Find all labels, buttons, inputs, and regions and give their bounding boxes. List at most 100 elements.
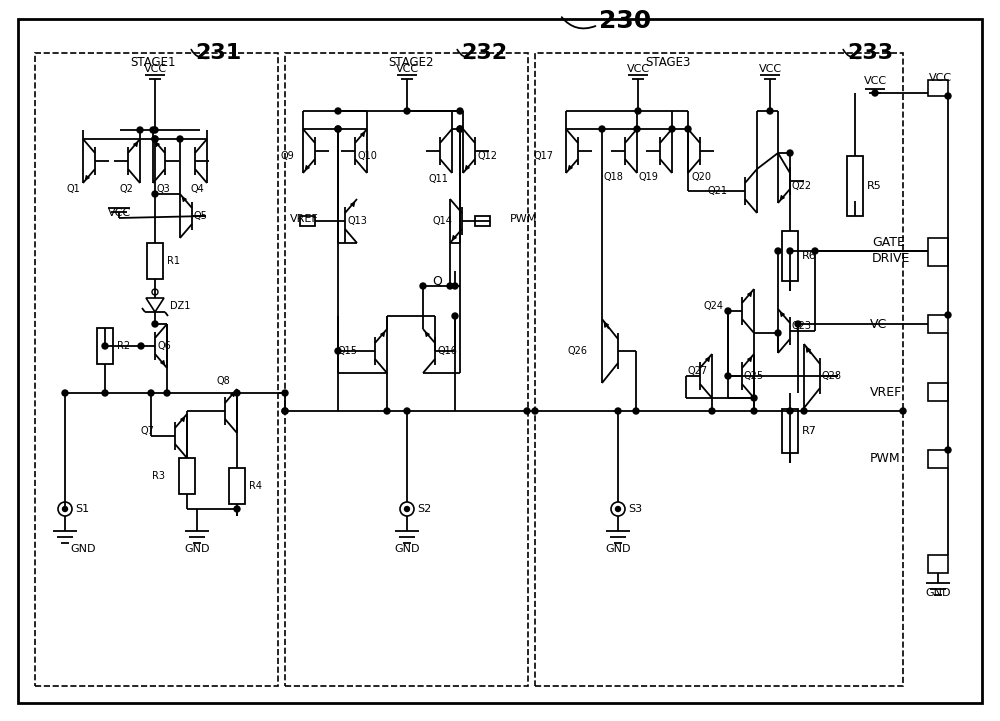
Text: 231: 231	[195, 43, 241, 63]
Bar	[782, 231, 798, 281]
Text: VREF: VREF	[870, 386, 902, 399]
Bar	[285, 53, 528, 686]
Circle shape	[751, 395, 757, 401]
Circle shape	[787, 248, 793, 254]
Text: Q6: Q6	[157, 341, 171, 351]
Circle shape	[234, 506, 240, 512]
Text: Q3: Q3	[156, 184, 170, 194]
Text: Q4: Q4	[190, 184, 204, 194]
Text: S2: S2	[417, 504, 431, 514]
Circle shape	[812, 248, 818, 254]
Circle shape	[335, 126, 341, 132]
Circle shape	[384, 408, 390, 414]
Circle shape	[452, 313, 458, 319]
Circle shape	[685, 126, 691, 132]
Text: VCC: VCC	[758, 64, 782, 74]
Circle shape	[282, 408, 288, 414]
Circle shape	[751, 408, 757, 414]
Bar	[229, 468, 245, 504]
Circle shape	[599, 126, 605, 132]
Bar	[928, 555, 948, 573]
Text: Q1: Q1	[66, 184, 80, 194]
Circle shape	[635, 108, 641, 114]
Bar	[928, 80, 948, 96]
Text: GND: GND	[394, 544, 420, 554]
Circle shape	[164, 390, 170, 396]
Circle shape	[282, 408, 288, 414]
Circle shape	[62, 506, 68, 511]
Circle shape	[945, 312, 951, 318]
Text: Q10: Q10	[357, 151, 377, 161]
Text: Q14: Q14	[432, 216, 452, 226]
Circle shape	[282, 390, 288, 396]
Text: Q18: Q18	[603, 172, 623, 182]
Circle shape	[457, 126, 463, 132]
Text: Q12: Q12	[477, 151, 497, 161]
Circle shape	[177, 136, 183, 142]
Text: GND: GND	[605, 544, 631, 554]
Bar	[35, 53, 278, 686]
Circle shape	[633, 408, 639, 414]
Text: R4: R4	[249, 481, 262, 491]
Text: Q8: Q8	[216, 376, 230, 386]
Text: STAGE2: STAGE2	[388, 56, 434, 69]
Text: PWM: PWM	[510, 214, 537, 224]
Circle shape	[234, 390, 240, 396]
Circle shape	[335, 348, 341, 354]
Circle shape	[775, 330, 781, 336]
Circle shape	[457, 108, 463, 114]
Text: 230: 230	[599, 9, 651, 33]
Circle shape	[102, 390, 108, 396]
Bar	[535, 53, 903, 686]
Text: Q22: Q22	[792, 181, 812, 191]
Circle shape	[634, 126, 640, 132]
Text: VCC: VCC	[395, 64, 419, 74]
Text: Q25: Q25	[744, 371, 764, 381]
Circle shape	[709, 408, 715, 414]
Bar	[782, 409, 798, 453]
Text: S3: S3	[628, 504, 642, 514]
Bar	[97, 328, 113, 364]
Circle shape	[447, 283, 453, 289]
Text: VCC: VCC	[928, 73, 952, 83]
Text: Q7: Q7	[140, 426, 154, 436]
Text: 233: 233	[847, 43, 893, 63]
Text: GND: GND	[70, 544, 96, 554]
Circle shape	[335, 108, 341, 114]
Text: VC: VC	[870, 317, 887, 330]
Text: 232: 232	[461, 43, 507, 63]
Text: Q5: Q5	[194, 211, 208, 221]
Circle shape	[420, 283, 426, 289]
Text: Q9: Q9	[280, 151, 294, 161]
Circle shape	[152, 321, 158, 327]
Circle shape	[872, 90, 878, 96]
Circle shape	[725, 373, 731, 379]
Text: R6: R6	[802, 251, 817, 261]
Text: VCC: VCC	[863, 76, 887, 86]
Circle shape	[137, 127, 143, 133]
Circle shape	[615, 408, 621, 414]
Text: R2: R2	[117, 341, 130, 351]
Text: Q24: Q24	[704, 301, 724, 311]
Text: Q21: Q21	[707, 186, 727, 196]
Circle shape	[669, 126, 675, 132]
Circle shape	[152, 136, 158, 142]
Circle shape	[945, 93, 951, 99]
Circle shape	[795, 321, 801, 327]
Text: R3: R3	[152, 471, 165, 481]
Circle shape	[801, 408, 807, 414]
Bar	[928, 383, 948, 401]
Text: DZ1: DZ1	[170, 301, 190, 311]
Circle shape	[900, 408, 906, 414]
Circle shape	[404, 408, 410, 414]
Circle shape	[524, 408, 530, 414]
Circle shape	[138, 343, 144, 349]
Circle shape	[452, 283, 458, 289]
Bar	[928, 238, 948, 266]
Circle shape	[152, 136, 158, 142]
Text: Q15: Q15	[337, 346, 357, 356]
Text: R5: R5	[867, 181, 882, 191]
Text: Q: Q	[432, 275, 442, 288]
Text: VCC: VCC	[143, 64, 167, 74]
Circle shape	[945, 447, 951, 453]
